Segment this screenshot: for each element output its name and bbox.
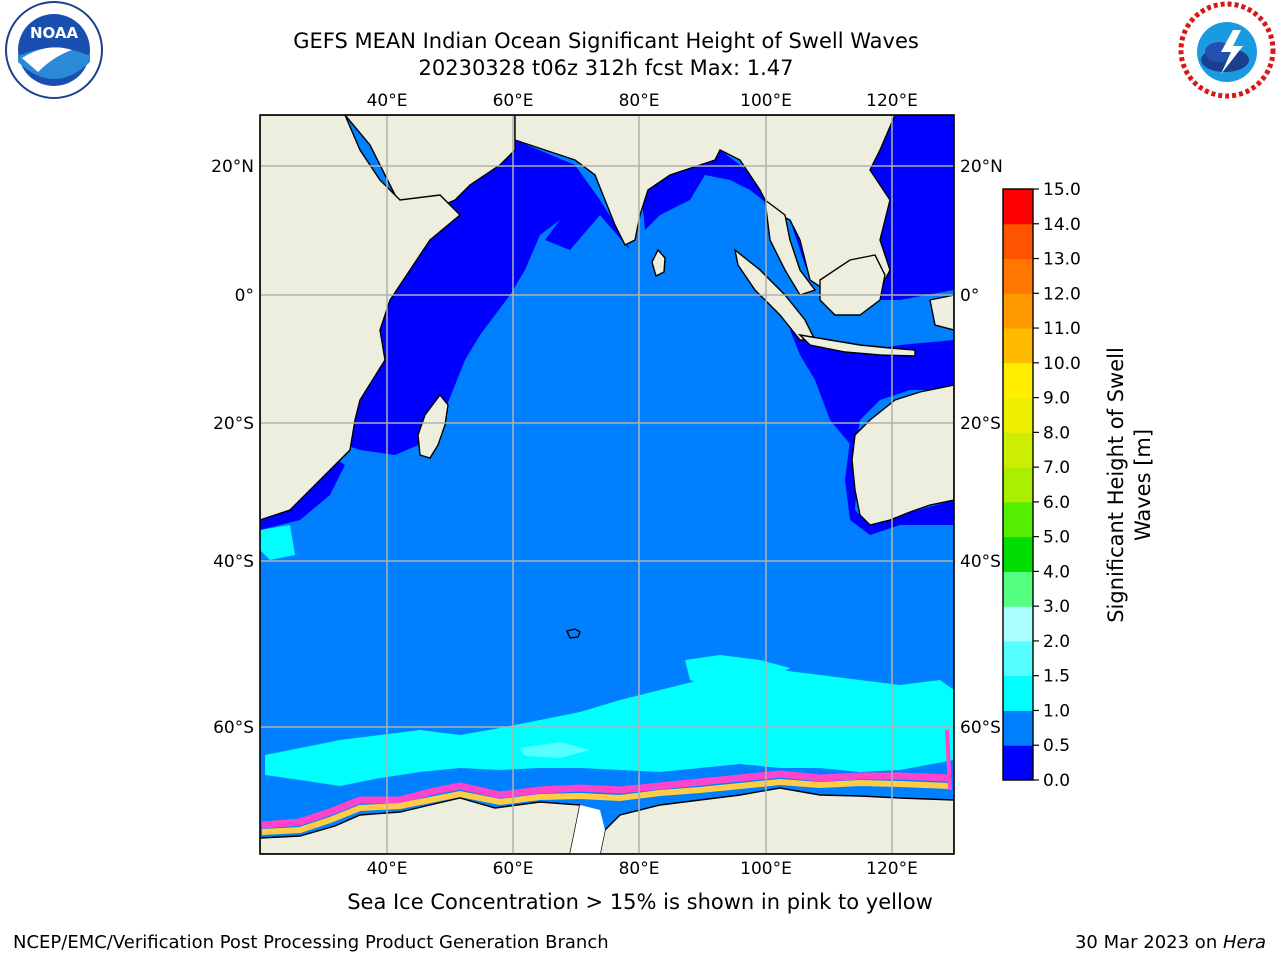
colorbar-tick-label: 2.0 <box>1043 632 1070 652</box>
colorbar-tick-label: 8.0 <box>1043 423 1070 443</box>
colorbar-segment <box>1003 328 1033 364</box>
map-area <box>260 115 954 854</box>
lat-label-right: 20°S <box>960 414 1001 434</box>
colorbar-tick-label: 4.0 <box>1043 562 1070 582</box>
lat-label-left: 40°S <box>213 552 254 572</box>
colorbar-segment <box>1003 606 1033 642</box>
land-java <box>797 333 916 357</box>
ice-shelf <box>570 805 605 854</box>
footer-machine: Hera <box>1222 932 1266 953</box>
colorbar-tick-label: 15.0 <box>1043 180 1081 200</box>
colorbar-segment <box>1003 536 1033 572</box>
lat-label-right: 20°N <box>960 157 1003 177</box>
colorbar-tick-label: 12.0 <box>1043 284 1081 304</box>
colorbar-tick-label: 0.0 <box>1043 771 1070 791</box>
lon-label-bottom: 40°E <box>367 859 408 879</box>
lon-label-bottom: 100°E <box>740 859 792 879</box>
footer-date-text: 30 Mar 2023 on <box>1074 932 1223 953</box>
colorbar-tick-label: 10.0 <box>1043 354 1081 374</box>
lat-label-left: 60°S <box>213 718 254 738</box>
colorbar-tick-label: 1.0 <box>1043 701 1070 721</box>
chart-title: GEFS MEAN Indian Ocean Significant Heigh… <box>293 29 919 53</box>
colorbar <box>1003 189 1033 781</box>
land-sri-lanka <box>651 248 666 278</box>
colorbar-tick-label: 3.0 <box>1043 597 1070 617</box>
nws-logo <box>1178 1 1276 99</box>
colorbar-segment <box>1003 258 1033 294</box>
lon-label-bottom: 60°E <box>493 859 534 879</box>
land-australia <box>851 384 954 526</box>
southern-ocean-swell-patch <box>685 655 790 690</box>
colorbar-tick-label: 13.0 <box>1043 250 1081 270</box>
colorbar-segment <box>1003 640 1033 677</box>
lat-label-right: 60°S <box>960 718 1001 738</box>
land-new-guinea <box>929 294 954 331</box>
sea-ice-note: Sea Ice Concentration > 15% is shown in … <box>347 890 933 914</box>
lon-label-top: 120°E <box>866 91 918 111</box>
gridlines <box>260 115 954 854</box>
colorbar-ticks: 0.0 0.5 1.0 1.5 2.0 3.0 4.0 5.0 6.0 7.0 8.0 9.0 10.0… <box>1033 180 1081 791</box>
colorbar-segment <box>1003 397 1033 433</box>
colorbar-segment <box>1003 710 1033 746</box>
sea-ice-edge-yellow <box>261 778 951 835</box>
land-india <box>514 115 896 301</box>
lon-label-top: 40°E <box>367 91 408 111</box>
colorbar-segment <box>1003 571 1033 607</box>
lat-label-left: 0° <box>235 286 254 306</box>
land-kerguelen <box>566 628 581 639</box>
colorbar-segment <box>1003 293 1033 329</box>
colorbar-frame <box>1002 188 1034 781</box>
lon-label-top: 80°E <box>619 91 660 111</box>
lat-label-right: 0° <box>960 286 979 306</box>
land-madagascar <box>417 393 449 459</box>
colorbar-tick-label: 7.0 <box>1043 458 1070 478</box>
colorbar-segment <box>1003 745 1033 781</box>
lat-label-left: 20°N <box>211 157 254 177</box>
colorbar-segment <box>1003 467 1033 503</box>
land-africa <box>260 115 462 521</box>
footer-credit: NCEP/EMC/Verification Post Processing Pr… <box>13 932 609 953</box>
colorbar-label-line2: Waves [m] <box>1131 429 1155 541</box>
colorbar-tick-label: 6.0 <box>1043 493 1070 513</box>
southern-ocean-swell-band <box>265 670 954 786</box>
colorbar-segment <box>1003 675 1033 711</box>
colorbar-segment <box>1003 189 1033 225</box>
lat-label-left: 20°S <box>213 414 254 434</box>
land-southeast-asia <box>764 198 817 296</box>
map-frame <box>259 114 955 855</box>
southern-ocean-swell-patch <box>260 525 295 560</box>
land-borneo <box>819 254 886 316</box>
sea-ice-edge-pink-east <box>945 729 952 791</box>
footer-date: 30 Mar 2023 on Hera <box>1075 932 1266 953</box>
colorbar-tick-label: 11.0 <box>1043 319 1081 339</box>
colorbar-tick-label: 1.5 <box>1043 667 1070 687</box>
colorbar-label-line1: Significant Height of Swell <box>1104 347 1128 623</box>
sea-ice-edge-pink <box>261 770 951 829</box>
colorbar-segment <box>1003 501 1033 538</box>
colorbar-tick-label: 5.0 <box>1043 528 1070 548</box>
lon-label-top: 100°E <box>740 91 792 111</box>
noaa-logo: NOAA <box>5 1 103 99</box>
colorbar-segment <box>1003 432 1033 468</box>
colorbar-segment <box>1003 362 1033 399</box>
southern-ocean-swell-patch <box>520 742 590 758</box>
colorbar-tick-label: 0.5 <box>1043 736 1070 756</box>
lat-label-right: 40°S <box>960 552 1001 572</box>
colorbar-segment <box>1003 223 1033 260</box>
noaa-logo-text: NOAA <box>30 24 79 42</box>
australia-west-low-swell <box>845 430 954 535</box>
land-antarctica <box>260 797 581 854</box>
timor-sea-low-swell <box>790 330 954 450</box>
land-antarctica-east <box>599 787 954 854</box>
chart-subtitle: 20230328 t06z 312h fcst Max: 1.47 <box>418 56 794 80</box>
lon-label-bottom: 120°E <box>866 859 918 879</box>
colorbar-tick-label: 14.0 <box>1043 215 1081 235</box>
lon-label-top: 60°E <box>493 91 534 111</box>
colorbar-tick-label: 9.0 <box>1043 389 1070 409</box>
lon-label-bottom: 80°E <box>619 859 660 879</box>
